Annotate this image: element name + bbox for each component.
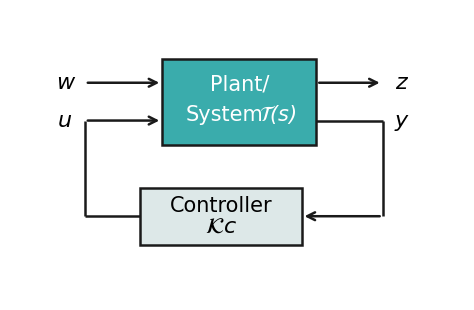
Bar: [162, 59, 316, 144]
Bar: [140, 188, 301, 245]
Text: Plant/: Plant/: [210, 75, 269, 95]
Text: Controller: Controller: [170, 196, 272, 216]
Text: $\mathcal{K}$c: $\mathcal{K}$c: [205, 216, 237, 236]
Text: w: w: [55, 73, 74, 93]
Text: z: z: [395, 73, 407, 93]
Text: y: y: [394, 111, 408, 131]
Text: $\mathcal{T}$(s): $\mathcal{T}$(s): [259, 103, 297, 126]
Text: u: u: [58, 111, 72, 131]
Text: System: System: [186, 105, 264, 125]
